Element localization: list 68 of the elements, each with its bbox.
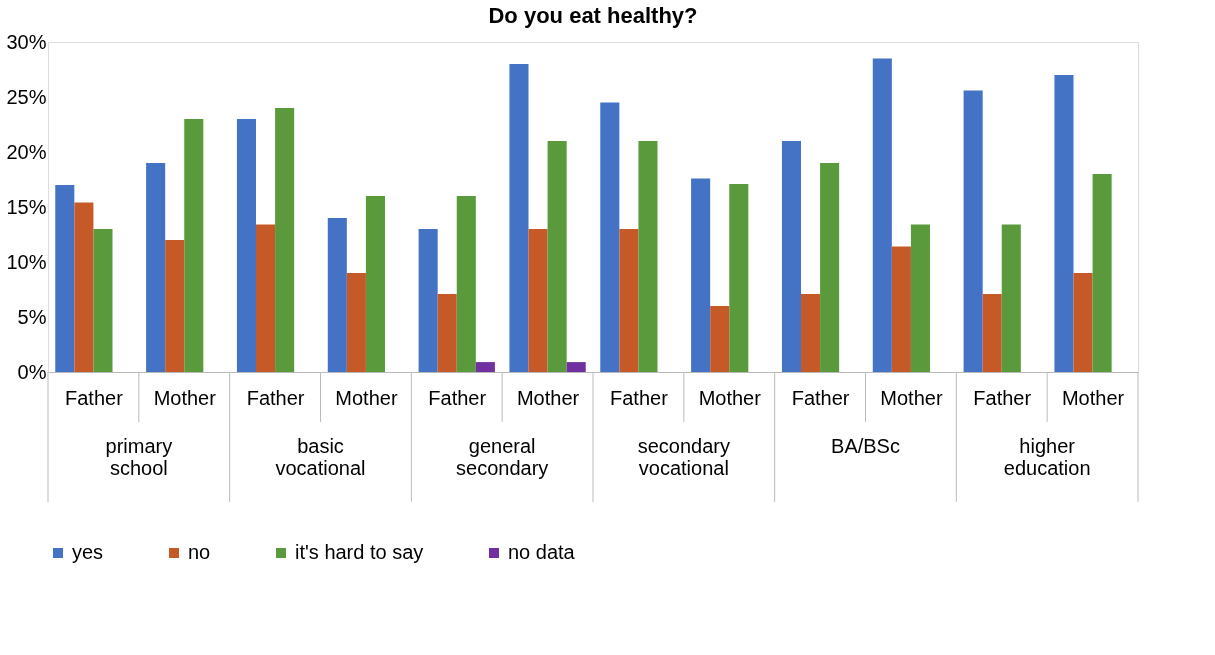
legend-label: no <box>188 541 211 563</box>
bar <box>509 64 529 372</box>
bar <box>327 218 347 372</box>
bar <box>74 202 94 372</box>
bar <box>275 108 295 372</box>
bar <box>600 102 620 372</box>
bar <box>910 224 930 372</box>
bar <box>365 196 385 372</box>
x-tick-label: Mother <box>335 386 398 409</box>
bar <box>801 293 821 372</box>
legend-label: no data <box>508 541 576 563</box>
bar <box>547 141 567 372</box>
y-tick-label: 20% <box>6 140 47 163</box>
y-tick-label: 10% <box>6 250 47 273</box>
bar <box>781 141 802 372</box>
legend-label: yes <box>72 541 104 563</box>
x-tick-label: Mother <box>698 386 762 409</box>
bar <box>418 229 438 372</box>
x-tick-label: Mother <box>880 386 943 409</box>
x-tick-label: Father <box>428 386 487 409</box>
bar <box>891 246 911 372</box>
x-tick-label: Father <box>973 386 1032 409</box>
x-tick-label: Father <box>610 386 669 409</box>
text: BA/BSc <box>831 435 900 457</box>
bar <box>1092 174 1112 372</box>
bar <box>820 163 840 372</box>
bar <box>729 183 749 372</box>
bar <box>566 362 586 372</box>
bar <box>982 293 1002 372</box>
bar <box>165 240 185 372</box>
bar <box>1073 273 1093 372</box>
bar <box>872 58 892 372</box>
text: secondary vocational <box>637 435 730 479</box>
bar <box>456 196 476 372</box>
x-tick-label: Mother <box>516 386 580 409</box>
bar <box>55 185 75 372</box>
bar <box>256 224 276 372</box>
y-tick-label: 0% <box>17 360 47 383</box>
bar <box>691 178 711 372</box>
x-tick-label: Father <box>65 386 124 409</box>
bar <box>437 293 457 372</box>
bar <box>346 273 366 372</box>
bar <box>1054 75 1074 372</box>
bar <box>619 229 639 372</box>
x-tick-label: Father <box>246 386 305 409</box>
bar <box>236 119 257 372</box>
x-tick-label: Mother <box>153 386 217 409</box>
bar <box>1001 224 1021 372</box>
bar <box>710 306 730 372</box>
bar <box>963 90 983 372</box>
legend-label: it's hard to say <box>295 541 424 563</box>
y-tick-label: 15% <box>6 195 47 218</box>
bar <box>638 141 658 372</box>
y-tick-label: 25% <box>6 85 47 108</box>
text: general secondary <box>456 435 549 479</box>
x-tick-label: Mother <box>1061 386 1125 409</box>
bar <box>475 362 495 372</box>
bar <box>184 119 204 372</box>
chart-title: Do you eat healthy? <box>488 3 698 28</box>
x-tick-label: Father <box>791 386 850 409</box>
text: higher education <box>1003 435 1091 479</box>
bar <box>528 229 548 372</box>
y-tick-label: 30% <box>6 30 47 53</box>
bar <box>93 229 113 372</box>
bar <box>146 163 166 372</box>
text: primary school <box>105 435 173 479</box>
y-tick-label: 5% <box>17 305 47 328</box>
text: basic vocational <box>275 435 366 479</box>
